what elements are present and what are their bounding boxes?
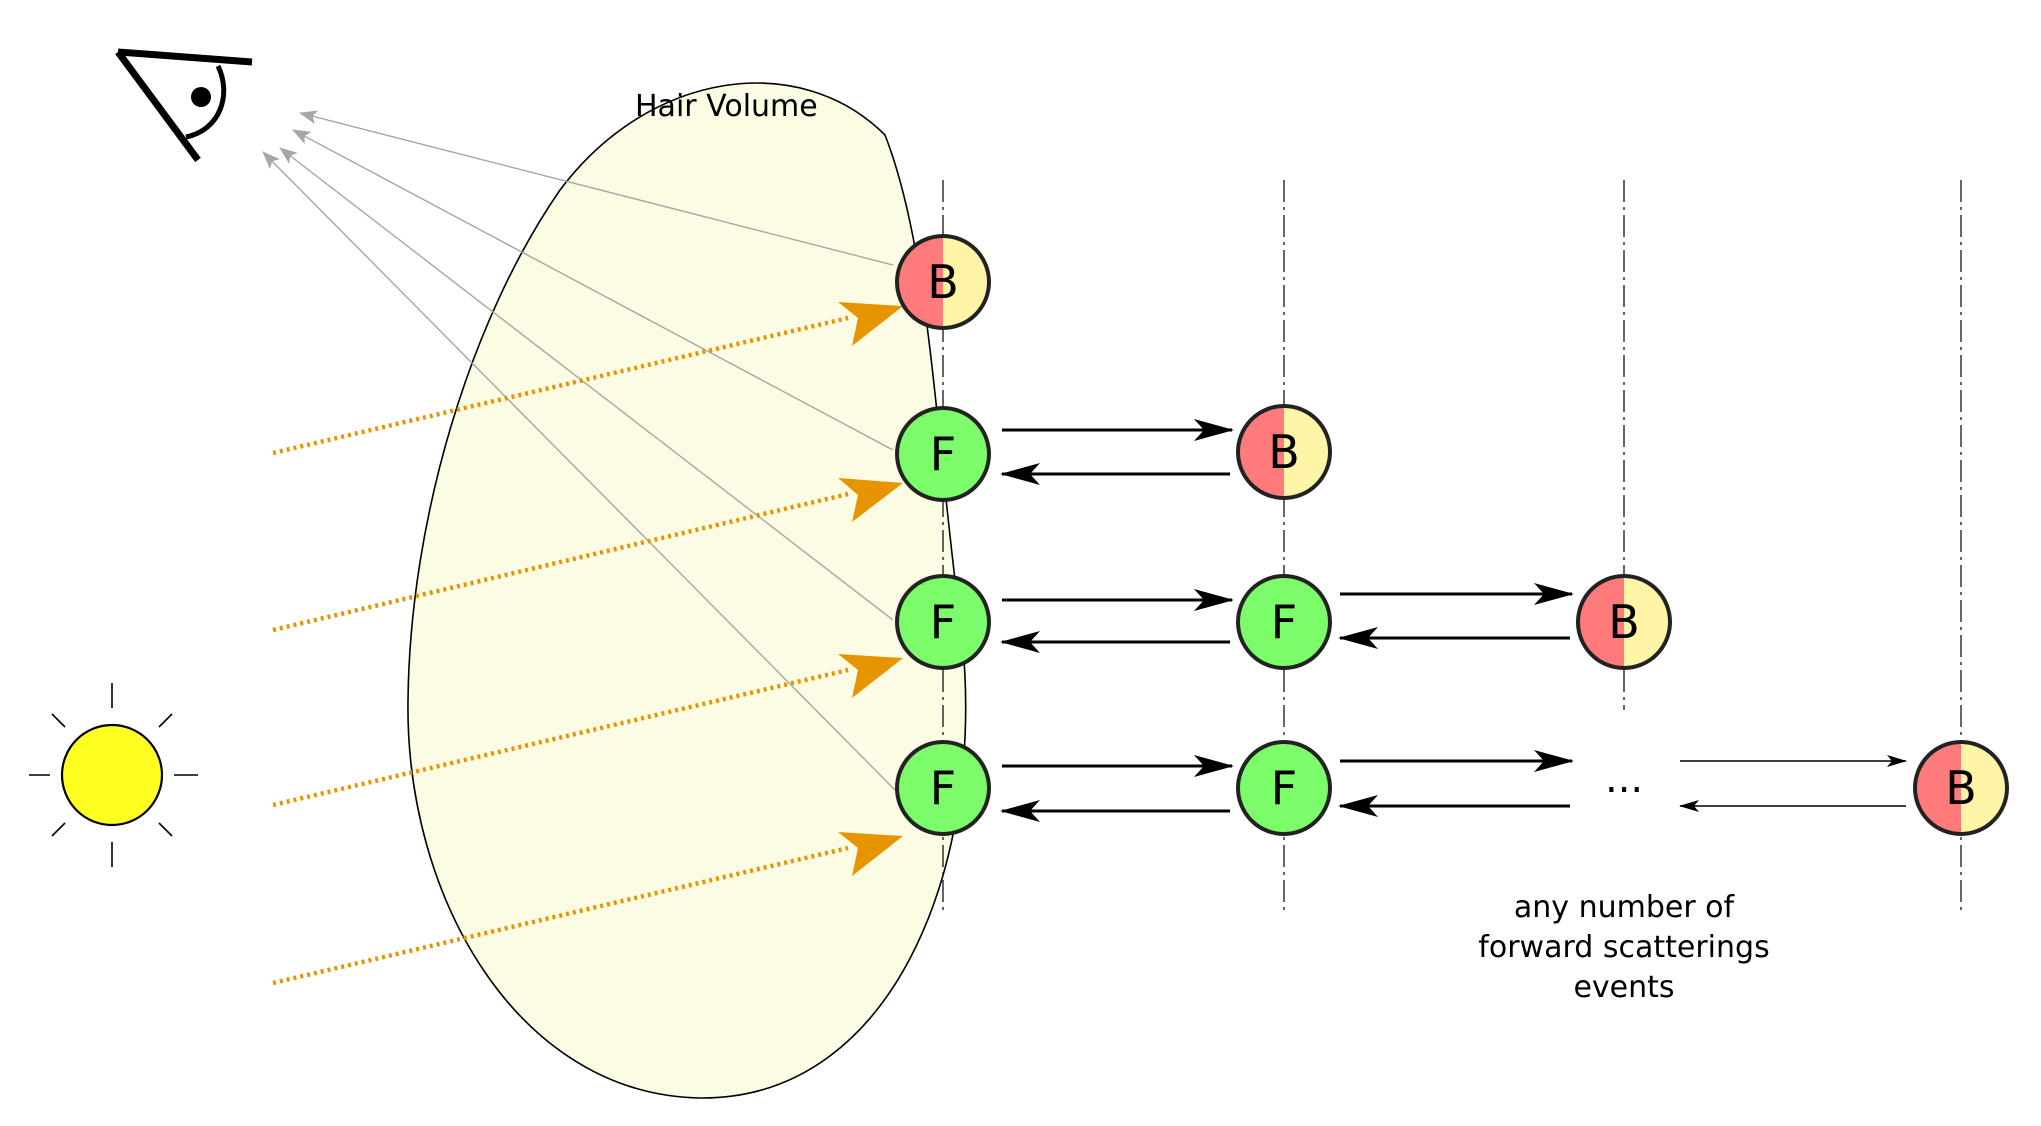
view-ray	[279, 147, 894, 621]
hair-volume-shape	[407, 82, 967, 1099]
eye-icon	[115, 48, 253, 163]
forward-node: F	[895, 406, 991, 502]
backward-node: B	[895, 234, 991, 330]
backward-node: B	[1913, 740, 2009, 836]
forward-node: F	[895, 740, 991, 836]
hair-volume-label: Hair Volume	[635, 89, 818, 124]
caption-line: any number of	[1514, 890, 1736, 925]
view-ray	[262, 151, 896, 791]
svg-text:F: F	[930, 761, 956, 815]
forward-node: F	[895, 574, 991, 670]
light-rays	[272, 302, 903, 986]
forward-node: F	[1236, 740, 1332, 836]
sun-icon	[29, 683, 198, 867]
forward-node: F	[1236, 574, 1332, 670]
caption-line: events	[1573, 970, 1674, 1005]
view-ray	[292, 129, 894, 451]
backward-node: B	[1236, 404, 1332, 500]
ellipsis-label: ...	[1605, 756, 1643, 802]
svg-text:B: B	[1608, 595, 1640, 649]
svg-text:B: B	[927, 255, 959, 309]
svg-text:F: F	[930, 427, 956, 481]
caption-line: forward scatterings	[1478, 930, 1769, 965]
svg-text:F: F	[930, 595, 956, 649]
backward-node: B	[1576, 574, 1672, 670]
svg-text:F: F	[1271, 761, 1297, 815]
view-ray	[299, 110, 894, 266]
svg-text:F: F	[1271, 595, 1297, 649]
svg-text:B: B	[1945, 761, 1977, 815]
svg-text:B: B	[1268, 425, 1300, 479]
